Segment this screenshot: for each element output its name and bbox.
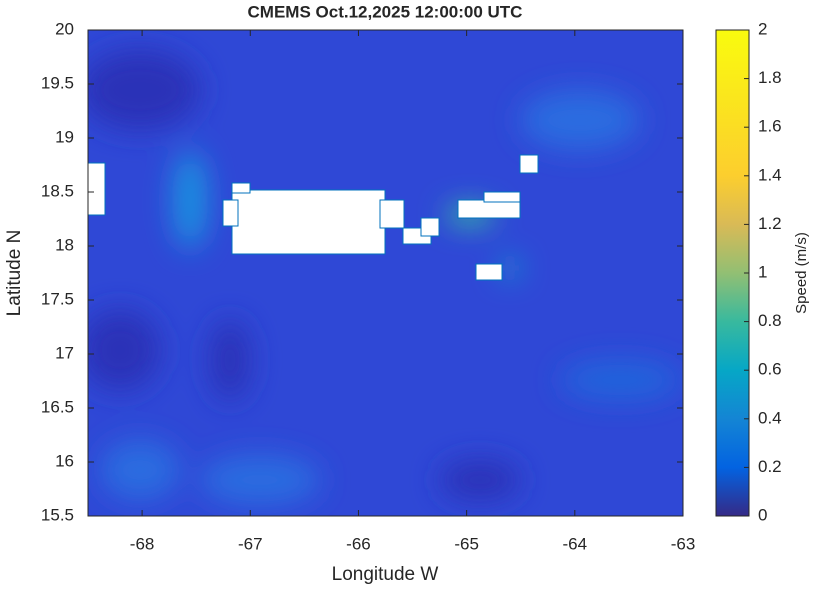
y-tick-label: 16.5 bbox=[41, 397, 74, 416]
colorbar-tick-label: 0.8 bbox=[758, 311, 782, 330]
colorbar-tick-label: 1.8 bbox=[758, 68, 782, 87]
y-tick-label: 18.5 bbox=[41, 181, 74, 200]
speed-field bbox=[88, 30, 683, 516]
x-tick-label: -68 bbox=[130, 534, 155, 553]
y-tick-label: 15.5 bbox=[41, 505, 74, 524]
y-tick-label: 19.5 bbox=[41, 73, 74, 92]
y-tick-label: 19 bbox=[55, 127, 74, 146]
plot-frame bbox=[87, 29, 684, 517]
colorbar-tick-label: 2 bbox=[758, 19, 767, 38]
colorbar-tick-label: 0.6 bbox=[758, 360, 782, 379]
x-tick-label: -64 bbox=[563, 534, 588, 553]
colorbar-tick-label: 1 bbox=[758, 262, 767, 281]
colorbar-label: Speed (m/s) bbox=[793, 232, 810, 314]
y-axis-label: Latitude N bbox=[4, 230, 25, 317]
colorbar-tick-label: 1.4 bbox=[758, 165, 782, 184]
chart-title: CMEMS Oct.12,2025 12:00:00 UTC bbox=[248, 2, 523, 21]
colorbar-tick-label: 0 bbox=[758, 505, 767, 524]
colorbar-tick-label: 0.2 bbox=[758, 457, 782, 476]
y-tick-label: 20 bbox=[55, 19, 74, 38]
y-tick-label: 16 bbox=[55, 451, 74, 470]
x-tick-label: -66 bbox=[346, 534, 371, 553]
colorbar-tick-label: 0.4 bbox=[758, 408, 782, 427]
colorbar-tick-label: 1.2 bbox=[758, 214, 782, 233]
y-tick-label: 17.5 bbox=[41, 289, 74, 308]
x-tick-label: -67 bbox=[238, 534, 263, 553]
x-tick-label: -65 bbox=[454, 534, 479, 553]
y-tick-label: 18 bbox=[55, 235, 74, 254]
x-tick-label: -63 bbox=[671, 534, 696, 553]
y-tick-label: 17 bbox=[55, 343, 74, 362]
colorbar-tick-label: 1.6 bbox=[758, 117, 782, 136]
x-axis-label: Longitude W bbox=[332, 564, 439, 585]
